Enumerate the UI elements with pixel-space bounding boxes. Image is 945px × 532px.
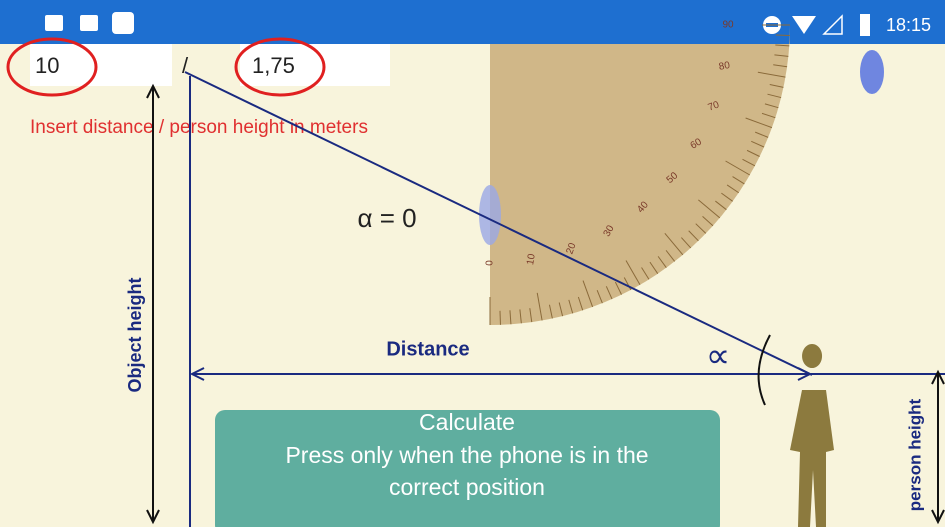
status-icon <box>45 15 63 31</box>
height-value[interactable]: 1,75 <box>252 53 295 78</box>
eye <box>860 50 884 94</box>
battery-icon <box>860 14 870 36</box>
distance-value[interactable]: 10 <box>35 53 59 78</box>
angle-symbol: ∝ <box>706 337 730 375</box>
object-height-label: Object height <box>125 277 145 392</box>
status-icon <box>80 15 98 31</box>
protractor-label: 0 <box>485 260 496 266</box>
angle-readout: α = 0 <box>357 203 416 233</box>
status-time: 18:15 <box>886 15 931 35</box>
button-text[interactable]: correct position <box>389 474 545 500</box>
distance-label: Distance <box>386 338 469 360</box>
status-icon <box>112 12 134 34</box>
protractor-label: 90 <box>722 20 734 31</box>
button-text[interactable]: Press only when the phone is in the <box>285 442 648 468</box>
person-height-label: person height <box>905 398 924 511</box>
button-title[interactable]: Calculate <box>419 409 515 435</box>
